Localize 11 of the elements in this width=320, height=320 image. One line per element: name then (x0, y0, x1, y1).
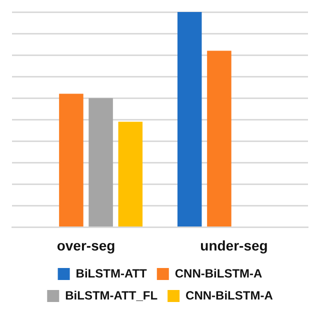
legend-label: BiLSTM-ATT_FL (65, 288, 158, 302)
bar (207, 50, 232, 226)
legend-label: CNN-BiLSTM-A (186, 288, 274, 302)
bar (88, 98, 113, 226)
x-tick-label: under-seg (200, 237, 268, 254)
bar (59, 94, 84, 226)
x-tick-label: over-seg (56, 237, 116, 254)
legend-label: BiLSTM-ATT (76, 266, 148, 280)
bar (177, 12, 202, 226)
legend-label: CNN-BiLSTM-A (174, 266, 263, 280)
bar (118, 122, 143, 226)
